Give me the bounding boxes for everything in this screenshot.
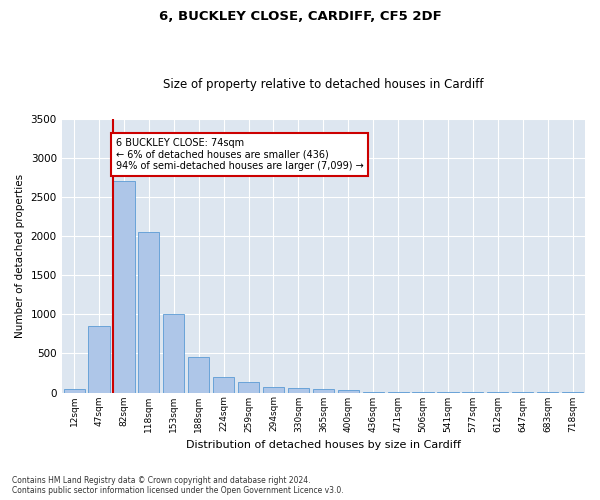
Bar [64,389,85,392]
Bar [338,390,359,392]
Bar [113,181,134,392]
Y-axis label: Number of detached properties: Number of detached properties [15,174,25,338]
Text: 6, BUCKLEY CLOSE, CARDIFF, CF5 2DF: 6, BUCKLEY CLOSE, CARDIFF, CF5 2DF [158,10,442,23]
Bar [213,377,234,392]
Bar [188,358,209,392]
Bar [88,326,110,392]
Bar [263,387,284,392]
Bar [138,232,160,392]
Text: 6 BUCKLEY CLOSE: 74sqm
← 6% of detached houses are smaller (436)
94% of semi-det: 6 BUCKLEY CLOSE: 74sqm ← 6% of detached … [116,138,364,172]
Bar [313,388,334,392]
Bar [238,382,259,392]
Title: Size of property relative to detached houses in Cardiff: Size of property relative to detached ho… [163,78,484,91]
Bar [288,388,309,392]
Text: Contains HM Land Registry data © Crown copyright and database right 2024.
Contai: Contains HM Land Registry data © Crown c… [12,476,344,495]
X-axis label: Distribution of detached houses by size in Cardiff: Distribution of detached houses by size … [186,440,461,450]
Bar [163,314,184,392]
